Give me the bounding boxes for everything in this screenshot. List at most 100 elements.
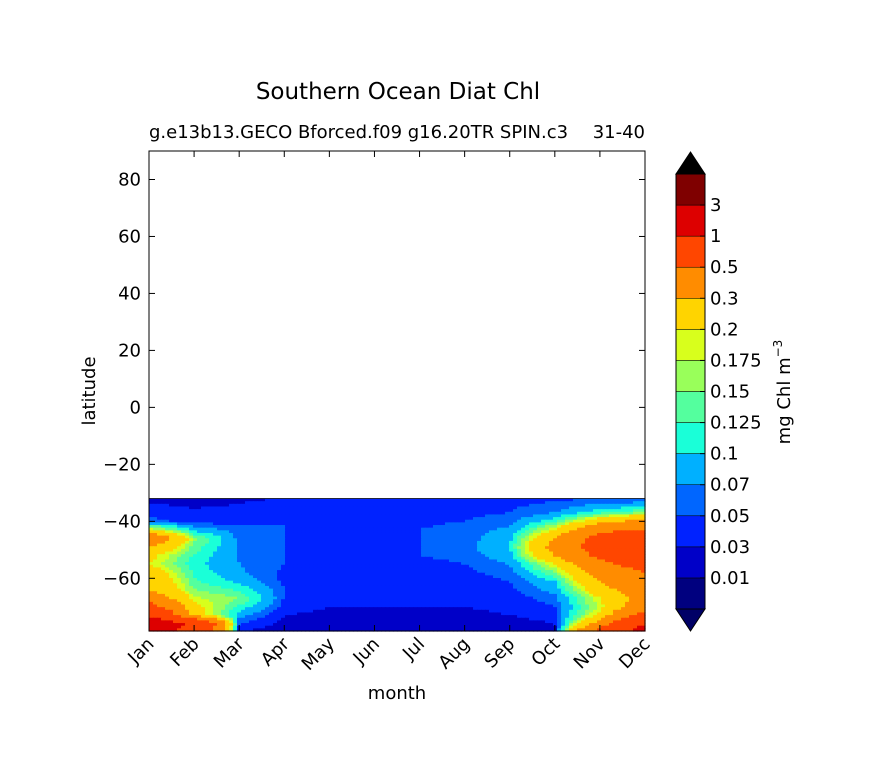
heatmap-cell xyxy=(577,511,582,516)
heatmap-cell xyxy=(529,575,534,579)
heatmap-cell xyxy=(609,596,614,600)
heatmap-cell xyxy=(225,570,230,574)
heatmap-cell xyxy=(185,527,190,531)
heatmap-cell xyxy=(429,511,434,516)
heatmap-cell xyxy=(325,532,330,537)
heatmap-cell xyxy=(489,599,494,603)
heatmap-cell xyxy=(221,575,226,579)
heatmap-cell xyxy=(505,556,510,561)
heatmap-cell xyxy=(341,591,346,595)
heatmap-cell xyxy=(305,564,310,569)
heatmap-cell xyxy=(193,567,198,571)
heatmap-cell xyxy=(329,501,334,505)
heatmap-cell xyxy=(313,578,318,582)
heatmap-cell xyxy=(493,548,498,553)
heatmap-cell xyxy=(453,514,458,518)
heatmap-cell xyxy=(573,543,578,547)
heatmap-cell xyxy=(201,543,206,547)
heatmap-cell xyxy=(493,593,498,598)
heatmap-cell xyxy=(449,501,454,505)
heatmap-cell xyxy=(253,530,258,534)
heatmap-cell xyxy=(593,546,598,550)
heatmap-cell xyxy=(181,583,186,587)
heatmap-cell xyxy=(277,567,282,571)
heatmap-cell xyxy=(493,511,498,516)
heatmap-cell xyxy=(217,554,222,558)
heatmap-cell xyxy=(441,588,446,592)
heatmap-cell xyxy=(617,575,622,579)
heatmap-cell xyxy=(557,567,562,571)
heatmap-cell xyxy=(357,532,362,537)
heatmap-cell xyxy=(365,525,370,529)
heatmap-cell xyxy=(565,578,570,582)
heatmap-cell xyxy=(261,580,266,584)
heatmap-cell xyxy=(201,591,206,595)
heatmap-cell xyxy=(497,580,502,584)
heatmap-cell xyxy=(189,591,194,595)
heatmap-cell xyxy=(297,559,302,563)
heatmap-cell xyxy=(437,546,442,550)
heatmap-cell xyxy=(357,591,362,595)
heatmap-cell xyxy=(305,572,310,576)
heatmap-cell xyxy=(333,509,338,513)
heatmap-cell xyxy=(629,540,634,545)
heatmap-cell xyxy=(173,519,178,523)
heatmap-cell xyxy=(585,530,590,534)
heatmap-cell xyxy=(485,535,490,539)
heatmap-cell xyxy=(413,535,418,539)
heatmap-cell xyxy=(333,601,338,606)
heatmap-cell xyxy=(541,498,546,502)
heatmap-cell xyxy=(541,596,546,600)
heatmap-cell xyxy=(609,530,614,534)
heatmap-cell xyxy=(245,585,250,590)
heatmap-cell xyxy=(445,570,450,574)
heatmap-cell xyxy=(581,532,586,537)
heatmap-cell xyxy=(241,585,246,590)
heatmap-cell xyxy=(173,593,178,598)
heatmap-cell xyxy=(341,575,346,579)
heatmap-cell xyxy=(541,570,546,574)
heatmap-cell xyxy=(525,601,530,606)
heatmap-cell xyxy=(221,588,226,592)
heatmap-cell xyxy=(577,596,582,600)
heatmap-cell xyxy=(337,540,342,545)
heatmap-cell xyxy=(525,501,530,505)
heatmap-cell xyxy=(173,562,178,566)
heatmap-cell xyxy=(173,583,178,587)
heatmap-cell xyxy=(581,522,586,526)
heatmap-cell xyxy=(517,559,522,563)
heatmap-cell xyxy=(469,517,474,521)
heatmap-cell xyxy=(345,578,350,582)
heatmap-cell xyxy=(585,562,590,566)
heatmap-cell xyxy=(641,601,646,606)
heatmap-cell xyxy=(541,525,546,529)
heatmap-cell xyxy=(329,570,334,574)
heatmap-cell xyxy=(413,591,418,595)
heatmap-cell xyxy=(225,517,230,521)
heatmap-cell xyxy=(477,572,482,576)
heatmap-cell xyxy=(273,509,278,513)
heatmap-cell xyxy=(461,564,466,569)
heatmap-cell xyxy=(221,580,226,584)
heatmap-cell xyxy=(469,601,474,606)
heatmap-cell xyxy=(181,535,186,539)
heatmap-cell xyxy=(573,498,578,502)
heatmap-cell xyxy=(617,554,622,558)
heatmap-cell xyxy=(641,540,646,545)
heatmap-cell xyxy=(353,567,358,571)
heatmap-cell xyxy=(397,540,402,545)
heatmap-cell xyxy=(549,548,554,553)
heatmap-cell xyxy=(385,525,390,529)
heatmap-cell xyxy=(269,567,274,571)
heatmap-cell xyxy=(637,551,642,555)
heatmap-cell xyxy=(197,546,202,550)
heatmap-cell xyxy=(449,599,454,603)
heatmap-cell xyxy=(533,591,538,595)
heatmap-cell xyxy=(489,562,494,566)
heatmap-cell xyxy=(237,572,242,576)
heatmap-cell xyxy=(241,554,246,558)
heatmap-cell xyxy=(341,556,346,561)
heatmap-cell xyxy=(217,527,222,531)
heatmap-cell xyxy=(189,538,194,542)
heatmap-cell xyxy=(209,532,214,537)
